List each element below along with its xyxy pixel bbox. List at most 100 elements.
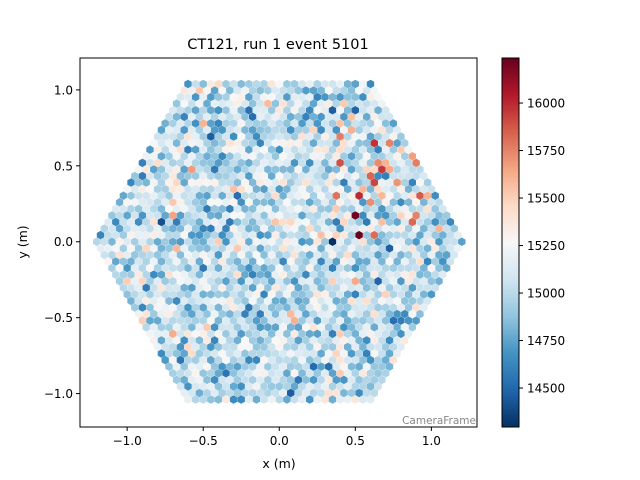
camera-pixel [108,250,116,260]
camera-pixel [245,79,253,89]
camera-pixel [264,323,272,332]
camera-pixel [233,296,242,306]
camera-pixel [188,217,196,227]
camera-pixel [382,184,390,194]
camera-pixel [165,257,173,266]
camera-pixel [256,178,264,187]
camera-pixel [344,290,352,299]
camera-pixel [233,112,242,122]
camera-pixel [203,165,211,174]
camera-pixel [393,230,401,240]
camera-pixel [176,329,185,339]
camera-pixel [313,237,321,246]
camera-pixel [142,217,150,227]
camera-pixel [229,276,238,286]
camera-pixel [214,237,223,246]
camera-pixel [370,375,378,385]
camera-pixel [256,165,264,174]
camera-pixel [423,178,432,187]
camera-pixel [268,290,276,299]
camera-pixel [347,349,356,358]
camera-pixel [389,250,397,260]
camera-pixel [207,211,215,220]
camera-pixel [214,92,223,102]
camera-pixel [165,217,173,227]
camera-pixel [420,303,428,312]
camera-pixel [195,362,204,371]
camera-pixel [146,237,154,246]
camera-pixel [404,184,413,194]
camera-pixel [214,132,223,141]
camera-pixel [256,323,264,332]
camera-pixel [332,152,340,161]
camera-pixel [188,138,196,148]
camera-pixel [275,198,283,207]
camera-pixel [374,355,382,365]
camera-pixel [199,369,207,378]
camera-pixel [313,92,321,102]
camera-pixel [374,145,382,154]
camera-pixel [275,211,283,220]
camera-pixel [157,217,166,227]
camera-pixel [229,369,238,378]
camera-pixel [347,165,356,174]
camera-pixel [222,92,230,102]
camera-pixel [184,119,192,128]
camera-pixel [176,132,185,141]
camera-pixel [184,395,192,404]
camera-pixel [233,86,242,95]
camera-pixel [423,244,432,253]
camera-pixel [382,369,390,378]
camera-pixel [332,336,340,345]
camera-pixel [321,106,329,115]
camera-pixel [427,276,436,286]
camera-pixel [359,290,367,299]
camera-pixel [332,388,340,398]
camera-pixel [268,382,276,391]
camera-pixel [176,158,185,168]
camera-pixel [344,119,352,128]
camera-pixel [287,362,295,371]
camera-pixel [275,369,283,378]
camera-pixel [340,270,348,279]
camera-pixel [294,86,302,95]
camera-pixel [226,230,234,240]
camera-pixel [355,323,363,332]
camera-pixel [214,171,223,181]
camera-pixel [401,191,409,200]
camera-pixel [279,362,287,371]
camera-pixel [302,99,310,108]
camera-pixel [264,138,272,148]
camera-pixel [378,230,386,240]
camera-pixel [363,257,371,266]
camera-pixel [264,349,272,358]
camera-pixel [306,92,314,102]
camera-pixel [210,244,219,253]
camera-pixel [309,217,318,227]
camera-pixel [214,316,223,325]
camera-pixel [210,138,219,148]
camera-pixel [340,388,348,398]
camera-pixel [359,355,367,365]
camera-pixel [210,257,219,266]
camera-pixel [150,336,158,345]
camera-pixel [325,283,333,292]
camera-pixel [431,244,439,253]
camera-pixel [184,211,192,220]
camera-pixel [222,382,230,391]
camera-pixel [332,349,340,358]
camera-pixel [408,191,416,200]
camera-pixel [237,395,245,404]
camera-pixel [165,323,173,332]
camera-pixel [294,375,302,385]
camera-pixel [328,290,337,299]
camera-pixel [423,230,432,240]
camera-pixel [287,375,295,385]
camera-pixel [203,204,211,214]
camera-pixel [210,336,219,345]
camera-pixel [427,211,436,220]
camera-pixel [226,296,234,306]
camera-pixel [279,375,287,385]
camera-pixel [249,99,257,108]
camera-pixel [370,138,378,148]
